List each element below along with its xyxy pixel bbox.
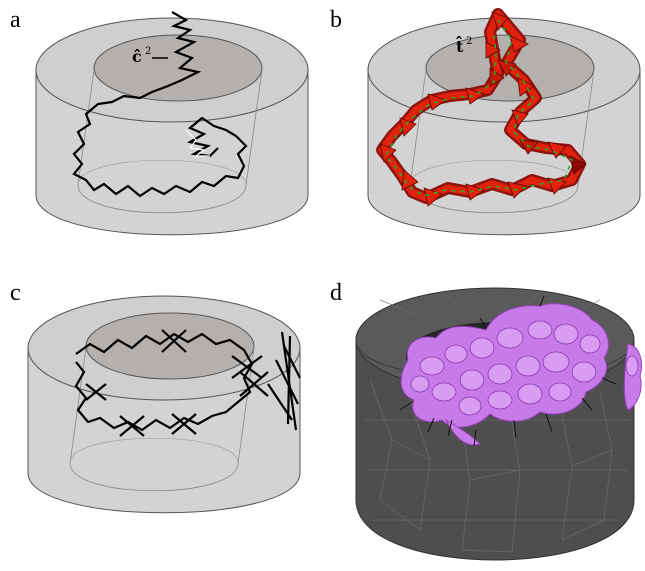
annotation-c-sup: 2 (145, 46, 151, 57)
cylinder-c (27, 295, 301, 514)
annotation-t-sup: 2 (466, 36, 472, 47)
annotation-t-hat: t̂ (456, 36, 464, 56)
annotation-c2: ĉ 2 (132, 46, 168, 66)
crossed-chain-c (74, 329, 301, 437)
membrane-d (399, 295, 642, 447)
annotation-c-hat: ĉ (132, 47, 142, 66)
cylinder-a (35, 17, 309, 236)
panel-b: b t̂ 2 (330, 7, 641, 236)
panel-letter-d: d (330, 280, 342, 306)
panel-d: d (330, 280, 642, 561)
chain-zigzag-a (72, 11, 248, 198)
panel-a: a ĉ 2 (10, 7, 309, 236)
cone-chain-b (376, 8, 587, 207)
panel-letter-a: a (10, 7, 21, 33)
panel-letter-c: c (10, 280, 21, 306)
chain-highlight-a (185, 129, 210, 157)
panel-c: c (10, 280, 301, 514)
annotation-t2: t̂ 2 (456, 36, 472, 56)
panel-letter-b: b (330, 7, 342, 33)
